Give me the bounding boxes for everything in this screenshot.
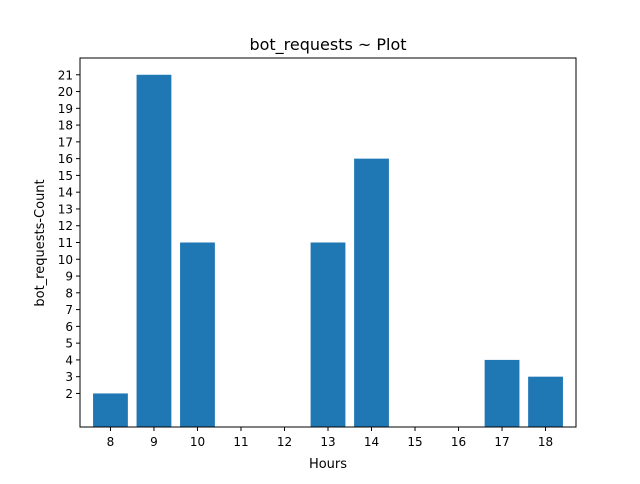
bar-hour-18 — [528, 376, 563, 427]
y-tick-label: 16 — [58, 152, 73, 166]
y-tick-label: 17 — [58, 135, 73, 149]
bar-hour-17 — [484, 359, 520, 427]
x-axis-label: Hours — [309, 457, 347, 472]
bar-hour-10 — [180, 242, 215, 427]
y-tick-label: 12 — [58, 219, 73, 233]
y-tick-label: 3 — [65, 370, 73, 384]
y-tick-label: 9 — [65, 270, 73, 284]
y-tick-label: 2 — [65, 387, 73, 401]
bar-hour-8 — [93, 393, 128, 427]
plot-area-frame — [79, 57, 577, 428]
y-tick-label: 18 — [58, 119, 73, 133]
y-tick-label: 4 — [65, 353, 73, 367]
y-tick-label: 8 — [65, 286, 73, 300]
y-tick-label: 11 — [58, 236, 73, 250]
x-tick-label: 18 — [538, 435, 553, 449]
y-axis-ticks: 2 3 4 5 6 7 8 9 10 11 12 13 14 15 16 17 18 19 20 21 — [58, 68, 80, 401]
x-tick-label: 17 — [494, 435, 509, 449]
x-tick-label: 8 — [107, 435, 115, 449]
y-tick-label: 5 — [65, 337, 73, 351]
y-tick-label: 7 — [65, 303, 73, 317]
x-tick-label: 16 — [451, 435, 466, 449]
y-tick-label: 13 — [58, 202, 73, 216]
x-tick-label: 15 — [407, 435, 422, 449]
x-axis-ticks: 8 9 10 11 12 13 14 15 16 17 18 — [107, 427, 553, 449]
y-tick-label: 20 — [58, 85, 73, 99]
y-axis-label: bot_requests-Count — [33, 179, 48, 306]
bar-hour-9 — [136, 74, 172, 428]
bar-hour-14 — [354, 158, 389, 427]
y-tick-label: 6 — [65, 320, 73, 334]
y-tick-label: 10 — [58, 253, 73, 267]
x-tick-label: 11 — [233, 435, 248, 449]
x-tick-label: 12 — [277, 435, 292, 449]
bar-hour-13 — [310, 242, 346, 427]
y-tick-label: 15 — [58, 169, 73, 183]
y-tick-label: 21 — [58, 68, 73, 82]
x-tick-label: 13 — [320, 435, 335, 449]
x-tick-label: 9 — [150, 435, 158, 449]
x-tick-label: 14 — [364, 435, 379, 449]
chart-title: bot_requests ~ Plot — [249, 35, 406, 55]
bars-group — [93, 74, 563, 428]
x-tick-label: 10 — [190, 435, 205, 449]
y-tick-label: 14 — [58, 186, 73, 200]
y-tick-label: 19 — [58, 102, 73, 116]
